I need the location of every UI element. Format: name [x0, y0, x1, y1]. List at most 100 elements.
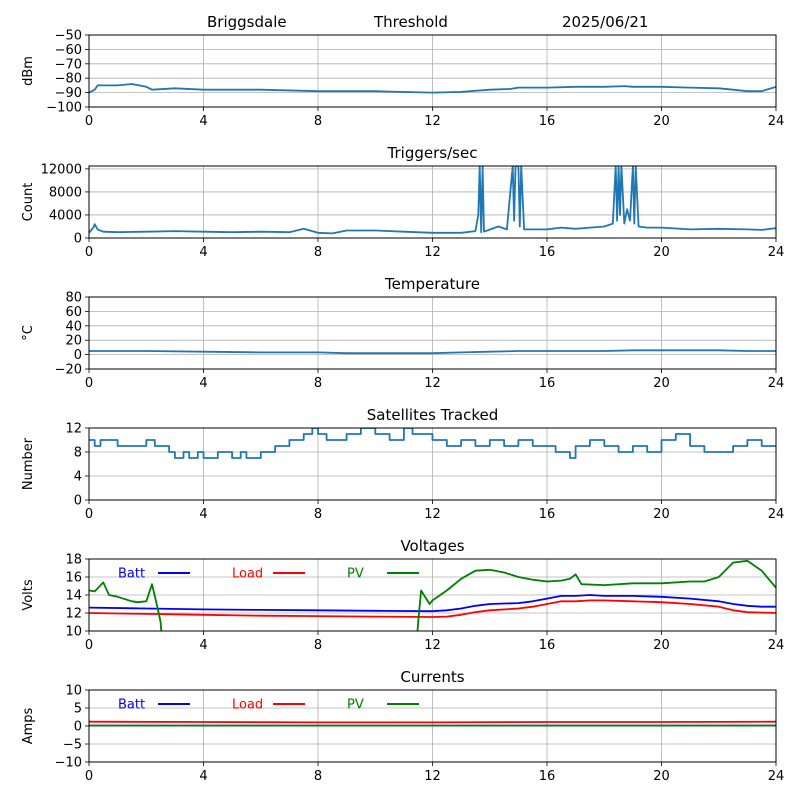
- x-tick-label: 24: [768, 245, 785, 260]
- y-tick-label: 12: [65, 422, 82, 437]
- x-tick-label: 20: [653, 376, 670, 391]
- x-tick-label: 8: [314, 507, 322, 522]
- date-label: 2025/06/21: [562, 13, 648, 31]
- y-tick-label: 18: [65, 553, 82, 568]
- y-tick-label: 0: [74, 494, 82, 509]
- x-tick-label: 0: [85, 245, 93, 260]
- plot-area: [89, 720, 776, 727]
- y-tick-label: 12000: [41, 162, 82, 177]
- x-tick-label: 4: [199, 638, 207, 653]
- x-tick-label: 0: [85, 376, 93, 391]
- series-line-load: [89, 599, 776, 618]
- panel-title: Currents: [400, 668, 464, 686]
- y-tick-label: 14: [65, 589, 82, 604]
- y-tick-label: −70: [55, 57, 82, 72]
- plot-area: [89, 559, 776, 631]
- y-tick-label: −100: [46, 101, 82, 116]
- series-line-load: [89, 720, 776, 724]
- legend-label-pv: PV: [347, 698, 364, 713]
- y-tick-label: −20: [55, 363, 82, 378]
- plot-area: [89, 349, 776, 355]
- x-tick-label: 16: [539, 769, 556, 784]
- panel-title: Triggers/sec: [387, 144, 478, 162]
- y-tick-label: 60: [65, 305, 82, 320]
- x-tick-label: 16: [539, 376, 556, 391]
- series-line: [89, 83, 776, 94]
- x-tick-label: 20: [653, 114, 670, 129]
- y-axis-label: Volts: [21, 579, 36, 611]
- x-tick-label: 12: [424, 114, 441, 129]
- y-tick-label: 8: [74, 446, 82, 461]
- panel-4: 0 4 8 12 16 20 24 0 4 8 12 Satellites Tracked Number: [21, 406, 784, 522]
- series-line-batt: [89, 594, 776, 613]
- panel-5: 0 4 8 12 16 20 24 10 12 14 16 18 Voltages Volts Batt Lo…: [21, 537, 784, 653]
- x-tick-label: 4: [199, 376, 207, 391]
- y-tick-label: 5: [74, 702, 82, 717]
- legend-label-batt: Batt: [118, 567, 145, 582]
- y-tick-label: −10: [55, 756, 82, 771]
- y-tick-label: 10: [65, 684, 82, 699]
- y-tick-label: −50: [55, 29, 82, 44]
- x-tick-label: 8: [314, 245, 322, 260]
- x-tick-label: 16: [539, 507, 556, 522]
- y-axis-label: Number: [21, 437, 36, 490]
- x-tick-label: 4: [199, 507, 207, 522]
- x-tick-label: 20: [653, 245, 670, 260]
- x-tick-label: 12: [424, 769, 441, 784]
- panel-6: 0 4 8 12 16 20 24 −10 −5 0 5 10 Currents Amps Batt Load…: [21, 668, 784, 784]
- station-name: Briggsdale: [207, 13, 287, 31]
- x-tick-label: 24: [768, 769, 785, 784]
- y-tick-label: 16: [65, 571, 82, 586]
- x-tick-label: 12: [424, 376, 441, 391]
- y-axis-label: Count: [21, 183, 36, 222]
- legend-label-load: Load: [232, 567, 263, 582]
- plot-area: [89, 428, 776, 459]
- series-line-pv: [89, 559, 776, 631]
- x-tick-label: 0: [85, 114, 93, 129]
- series-line: [89, 349, 776, 355]
- x-tick-label: 4: [199, 245, 207, 260]
- y-tick-label: 8000: [49, 185, 82, 200]
- x-tick-label: 0: [85, 507, 93, 522]
- plot-area: [89, 83, 776, 94]
- y-tick-label: 0: [74, 348, 82, 363]
- x-tick-label: 16: [539, 638, 556, 653]
- y-axis-label: °C: [21, 325, 36, 341]
- x-tick-label: 20: [653, 638, 670, 653]
- x-tick-label: 24: [768, 638, 785, 653]
- x-tick-label: 24: [768, 114, 785, 129]
- panel-title: Satellites Tracked: [367, 406, 498, 424]
- x-tick-label: 8: [314, 114, 322, 129]
- y-tick-label: 0: [74, 232, 82, 247]
- x-tick-label: 24: [768, 507, 785, 522]
- y-tick-label: 12: [65, 607, 82, 622]
- legend-label-pv: PV: [347, 567, 364, 582]
- x-tick-label: 8: [314, 769, 322, 784]
- y-tick-label: 40: [65, 319, 82, 334]
- y-axis-label: Amps: [21, 707, 36, 744]
- legend-label-batt: Batt: [118, 698, 145, 713]
- threshold-label: Threshold: [373, 13, 448, 31]
- x-tick-label: 4: [199, 114, 207, 129]
- x-tick-label: 16: [539, 114, 556, 129]
- x-tick-label: 20: [653, 507, 670, 522]
- y-tick-label: −60: [55, 43, 82, 58]
- legend-label-load: Load: [232, 698, 263, 713]
- series-line: [89, 166, 776, 235]
- x-tick-label: 20: [653, 769, 670, 784]
- y-tick-label: −90: [55, 86, 82, 101]
- y-tick-label: −80: [55, 72, 82, 87]
- x-tick-label: 0: [85, 638, 93, 653]
- panel-2: 0 4 8 12 16 20 24 0 4000 8000 12000 Triggers/sec Cou…: [21, 144, 784, 260]
- y-tick-label: −5: [63, 738, 82, 753]
- x-tick-label: 12: [424, 638, 441, 653]
- x-tick-label: 16: [539, 245, 556, 260]
- y-tick-label: 4000: [49, 208, 82, 223]
- y-tick-label: 4: [74, 470, 82, 485]
- x-tick-label: 24: [768, 376, 785, 391]
- panel-title: Voltages: [400, 537, 464, 555]
- panel-1: 0 4 8 12 16 20 24 −100−90−80−70−60−50 dBm: [21, 29, 784, 130]
- x-tick-label: 4: [199, 769, 207, 784]
